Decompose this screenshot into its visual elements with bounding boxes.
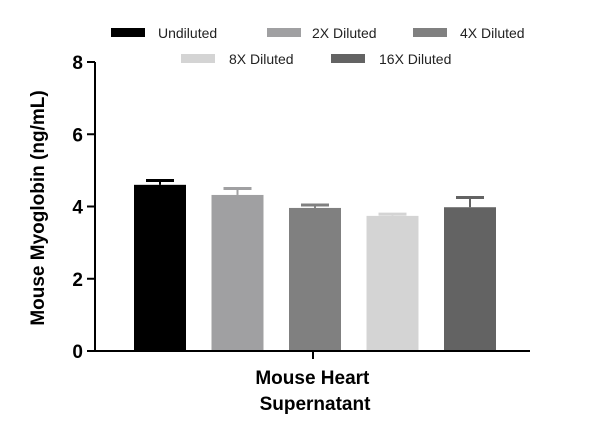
x-axis-title: Mouse Heart Supernatant [255,368,374,415]
bar-8x-diluted [366,215,419,351]
bars [134,178,496,351]
legend-swatch-undiluted [111,28,145,37]
y-axis: 0 2 4 6 8 [72,53,96,363]
bar-4x-diluted [289,207,341,351]
y-tick-label-4: 4 [72,198,83,219]
x-axis [95,350,530,359]
legend-label-undiluted: Undiluted [158,25,217,41]
y-axis-title: Mouse Myoglobin (ng/mL) [28,90,49,325]
legend-swatch-8x-diluted [181,54,215,63]
legend-label-2x-diluted: 2X Diluted [312,25,377,41]
legend-label-4x-diluted: 4X Diluted [460,25,525,41]
legend-label-16x-diluted: 16X Diluted [379,51,451,67]
y-tick-label-8: 8 [72,53,83,74]
y-tick-label-2: 2 [72,270,83,291]
legend-swatch-4x-diluted [413,28,447,37]
bar-2x-diluted [211,194,264,351]
legend-label-8x-diluted: 8X Diluted [229,51,294,67]
x-axis-title-line-2: Supernatant [260,394,372,415]
y-tick-label-0: 0 [72,342,83,363]
legend: Undiluted 2X Diluted 4X Diluted 8X Diluted 1… [111,25,525,67]
bar-undiluted [134,184,186,351]
x-axis-title-line-1: Mouse Heart [255,368,370,389]
bar-16x-diluted [444,207,496,351]
legend-swatch-2x-diluted [267,28,301,37]
legend-swatch-16x-diluted [331,54,365,63]
y-tick-label-6: 6 [72,125,83,146]
